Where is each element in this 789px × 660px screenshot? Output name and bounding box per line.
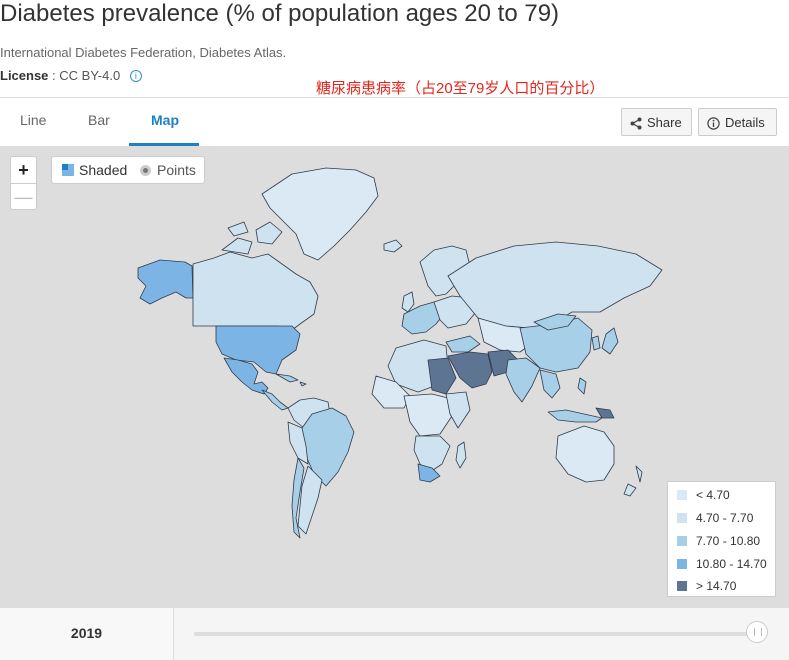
view-tabs: Line Bar Map xyxy=(0,98,789,146)
region-western-europe xyxy=(401,301,445,335)
region-mongolia xyxy=(533,313,577,331)
zoom-out-button[interactable]: — xyxy=(14,187,33,207)
legend-swatch xyxy=(677,559,687,569)
region-southern-africa xyxy=(413,435,451,473)
license-value: : CC BY-4.0 xyxy=(52,68,121,83)
region-middle-east xyxy=(447,351,493,389)
region-alaska xyxy=(137,259,194,305)
legend-item: < 4.70 xyxy=(677,487,730,503)
points-icon[interactable] xyxy=(140,165,151,176)
year-timeline: 2019 xyxy=(0,607,789,660)
tab-bar[interactable]: Bar xyxy=(88,112,110,128)
selected-year: 2019 xyxy=(0,608,174,660)
region-southeast-asia xyxy=(539,369,561,399)
region-usa xyxy=(215,325,301,375)
legend-swatch xyxy=(677,513,687,523)
zoom-control: + — xyxy=(10,156,37,210)
region-chile xyxy=(291,457,305,539)
timeline-track[interactable] xyxy=(194,632,757,636)
legend-swatch xyxy=(677,581,687,591)
map-mode-toggle: Shaded Points xyxy=(51,156,205,184)
legend-item: 7.70 - 10.80 xyxy=(677,533,760,549)
region-mexico xyxy=(223,357,269,395)
tab-line[interactable]: Line xyxy=(20,112,47,128)
region-central-america xyxy=(261,389,289,411)
region-caribbean xyxy=(275,373,307,387)
chart-panel xyxy=(0,97,789,660)
region-south-africa xyxy=(417,463,441,483)
region-philippines xyxy=(577,377,587,395)
region-greenland xyxy=(261,167,379,261)
region-uk xyxy=(401,291,415,313)
region-iceland xyxy=(383,239,403,253)
info-icon[interactable]: i xyxy=(129,70,142,82)
region-new-zealand xyxy=(623,465,643,497)
map-legend: < 4.70 4.70 - 7.70 7.70 - 10.80 10.80 - … xyxy=(667,481,776,597)
region-argentina xyxy=(297,465,323,535)
details-label: Details xyxy=(725,115,765,130)
zoom-in-button[interactable]: + xyxy=(11,157,36,184)
region-korea xyxy=(591,335,601,351)
source-text: International Diabetes Federation, Diabe… xyxy=(0,45,287,60)
region-canada xyxy=(192,251,319,331)
region-india xyxy=(505,357,541,403)
points-option[interactable]: Points xyxy=(157,162,196,178)
region-png xyxy=(595,407,615,419)
region-peru xyxy=(287,421,309,465)
region-east-africa xyxy=(445,391,471,429)
share-label: Share xyxy=(647,115,682,130)
world-map[interactable] xyxy=(0,146,789,607)
region-turkey xyxy=(445,335,481,353)
region-west-africa xyxy=(371,375,411,409)
active-tab-indicator xyxy=(129,143,199,146)
legend-swatch xyxy=(677,490,687,500)
license-line: License : CC BY-4.0 i xyxy=(0,68,142,83)
legend-item: 10.80 - 14.70 xyxy=(677,556,767,572)
region-arctic-islands xyxy=(221,221,283,255)
info-circle-icon xyxy=(707,117,720,130)
license-label: License xyxy=(0,68,49,83)
region-australia xyxy=(555,425,615,483)
legend-item: 4.70 - 7.70 xyxy=(677,510,753,526)
region-central-africa xyxy=(403,393,453,437)
region-egypt-sudan xyxy=(427,357,457,395)
details-button[interactable]: Details xyxy=(698,108,777,136)
region-japan xyxy=(601,327,619,355)
page-title: Diabetes prevalence (% of population age… xyxy=(0,0,560,27)
legend-item: > 14.70 xyxy=(677,578,736,594)
legend-swatch xyxy=(677,536,687,546)
share-icon xyxy=(630,117,642,130)
world-map-svg xyxy=(137,167,663,539)
chinese-annotation: 糖尿病患病率（占20至79岁人口的百分比） xyxy=(316,80,605,97)
timeline-handle[interactable] xyxy=(746,621,768,643)
share-button[interactable]: Share xyxy=(621,108,692,136)
shaded-option[interactable]: Shaded xyxy=(79,162,128,178)
region-madagascar xyxy=(455,441,467,469)
tab-map[interactable]: Map xyxy=(151,112,179,128)
region-eastern-europe xyxy=(433,295,477,329)
region-indonesia xyxy=(547,409,603,423)
shaded-icon[interactable] xyxy=(62,164,74,176)
